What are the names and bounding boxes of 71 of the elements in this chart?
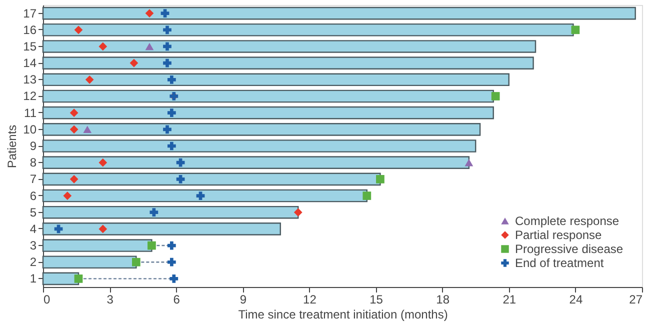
point xyxy=(167,75,176,84)
y-tick-label: 10 xyxy=(23,122,37,136)
x-tick-label: 12 xyxy=(303,292,317,306)
y-tick-label: 5 xyxy=(30,205,37,220)
point xyxy=(170,274,178,283)
bar xyxy=(42,206,299,219)
legend-label: Progressive disease xyxy=(515,242,624,256)
x-tick-label: 6 xyxy=(173,292,180,306)
legend-label: Partial response xyxy=(515,228,602,242)
point xyxy=(70,108,78,118)
point xyxy=(176,174,185,184)
point xyxy=(160,9,170,18)
bar xyxy=(42,156,470,169)
point xyxy=(145,9,154,18)
bar xyxy=(42,140,476,152)
point xyxy=(167,108,176,118)
bar xyxy=(42,239,152,252)
point xyxy=(163,42,172,51)
x-tick-label: 27 xyxy=(629,292,643,306)
point xyxy=(70,125,78,134)
point xyxy=(163,125,172,134)
bar xyxy=(42,256,137,269)
y-tick-label: 9 xyxy=(30,139,37,153)
point xyxy=(98,42,108,51)
legend-label: End of treatment xyxy=(515,256,604,270)
y-tick-label: 13 xyxy=(23,72,37,87)
bar xyxy=(42,106,494,120)
point xyxy=(163,26,172,34)
y-tick-label: 15 xyxy=(23,39,37,54)
y-tick-label: 6 xyxy=(30,188,37,203)
x-tick-label: 9 xyxy=(240,292,247,306)
point xyxy=(85,75,94,84)
x-tick-label: 15 xyxy=(370,292,384,306)
bar xyxy=(42,56,534,70)
y-tick-label: 2 xyxy=(30,255,37,270)
bar xyxy=(42,73,510,86)
y-axis-title: Patients xyxy=(5,124,20,168)
point xyxy=(74,26,83,34)
bar xyxy=(42,90,494,103)
y-tick-label: 12 xyxy=(23,89,37,104)
point xyxy=(150,208,158,217)
y-tick-label: 3 xyxy=(30,238,37,253)
legend-label: Complete response xyxy=(515,214,620,228)
point xyxy=(176,158,185,167)
bar xyxy=(42,172,381,186)
x-tick-label: 3 xyxy=(106,292,114,306)
bar xyxy=(42,189,368,202)
x-tick-label: 24 xyxy=(569,292,583,306)
point xyxy=(167,142,176,150)
point xyxy=(163,58,172,68)
bar xyxy=(42,222,281,236)
x-tick-label: 18 xyxy=(436,292,450,306)
point xyxy=(196,192,205,200)
x-tick-label: 21 xyxy=(502,292,516,306)
bar xyxy=(42,6,636,20)
y-tick-label: 14 xyxy=(23,56,37,70)
y-tick-label: 17 xyxy=(23,6,37,20)
x-axis-title: Time since treatment initiation (months) xyxy=(238,308,448,322)
y-tick-label: 7 xyxy=(30,172,37,186)
bar xyxy=(42,40,536,53)
point xyxy=(130,58,138,68)
y-tick-label: 11 xyxy=(24,106,37,120)
y-tick-label: 16 xyxy=(23,22,37,37)
x-tick-label: 0 xyxy=(44,292,50,306)
point xyxy=(167,241,176,250)
y-tick-label: 4 xyxy=(30,222,37,236)
y-tick-label: 8 xyxy=(30,156,37,170)
point xyxy=(167,258,176,266)
y-tick-label: 1 xyxy=(30,272,37,286)
bar xyxy=(42,123,481,136)
bar xyxy=(42,23,574,36)
